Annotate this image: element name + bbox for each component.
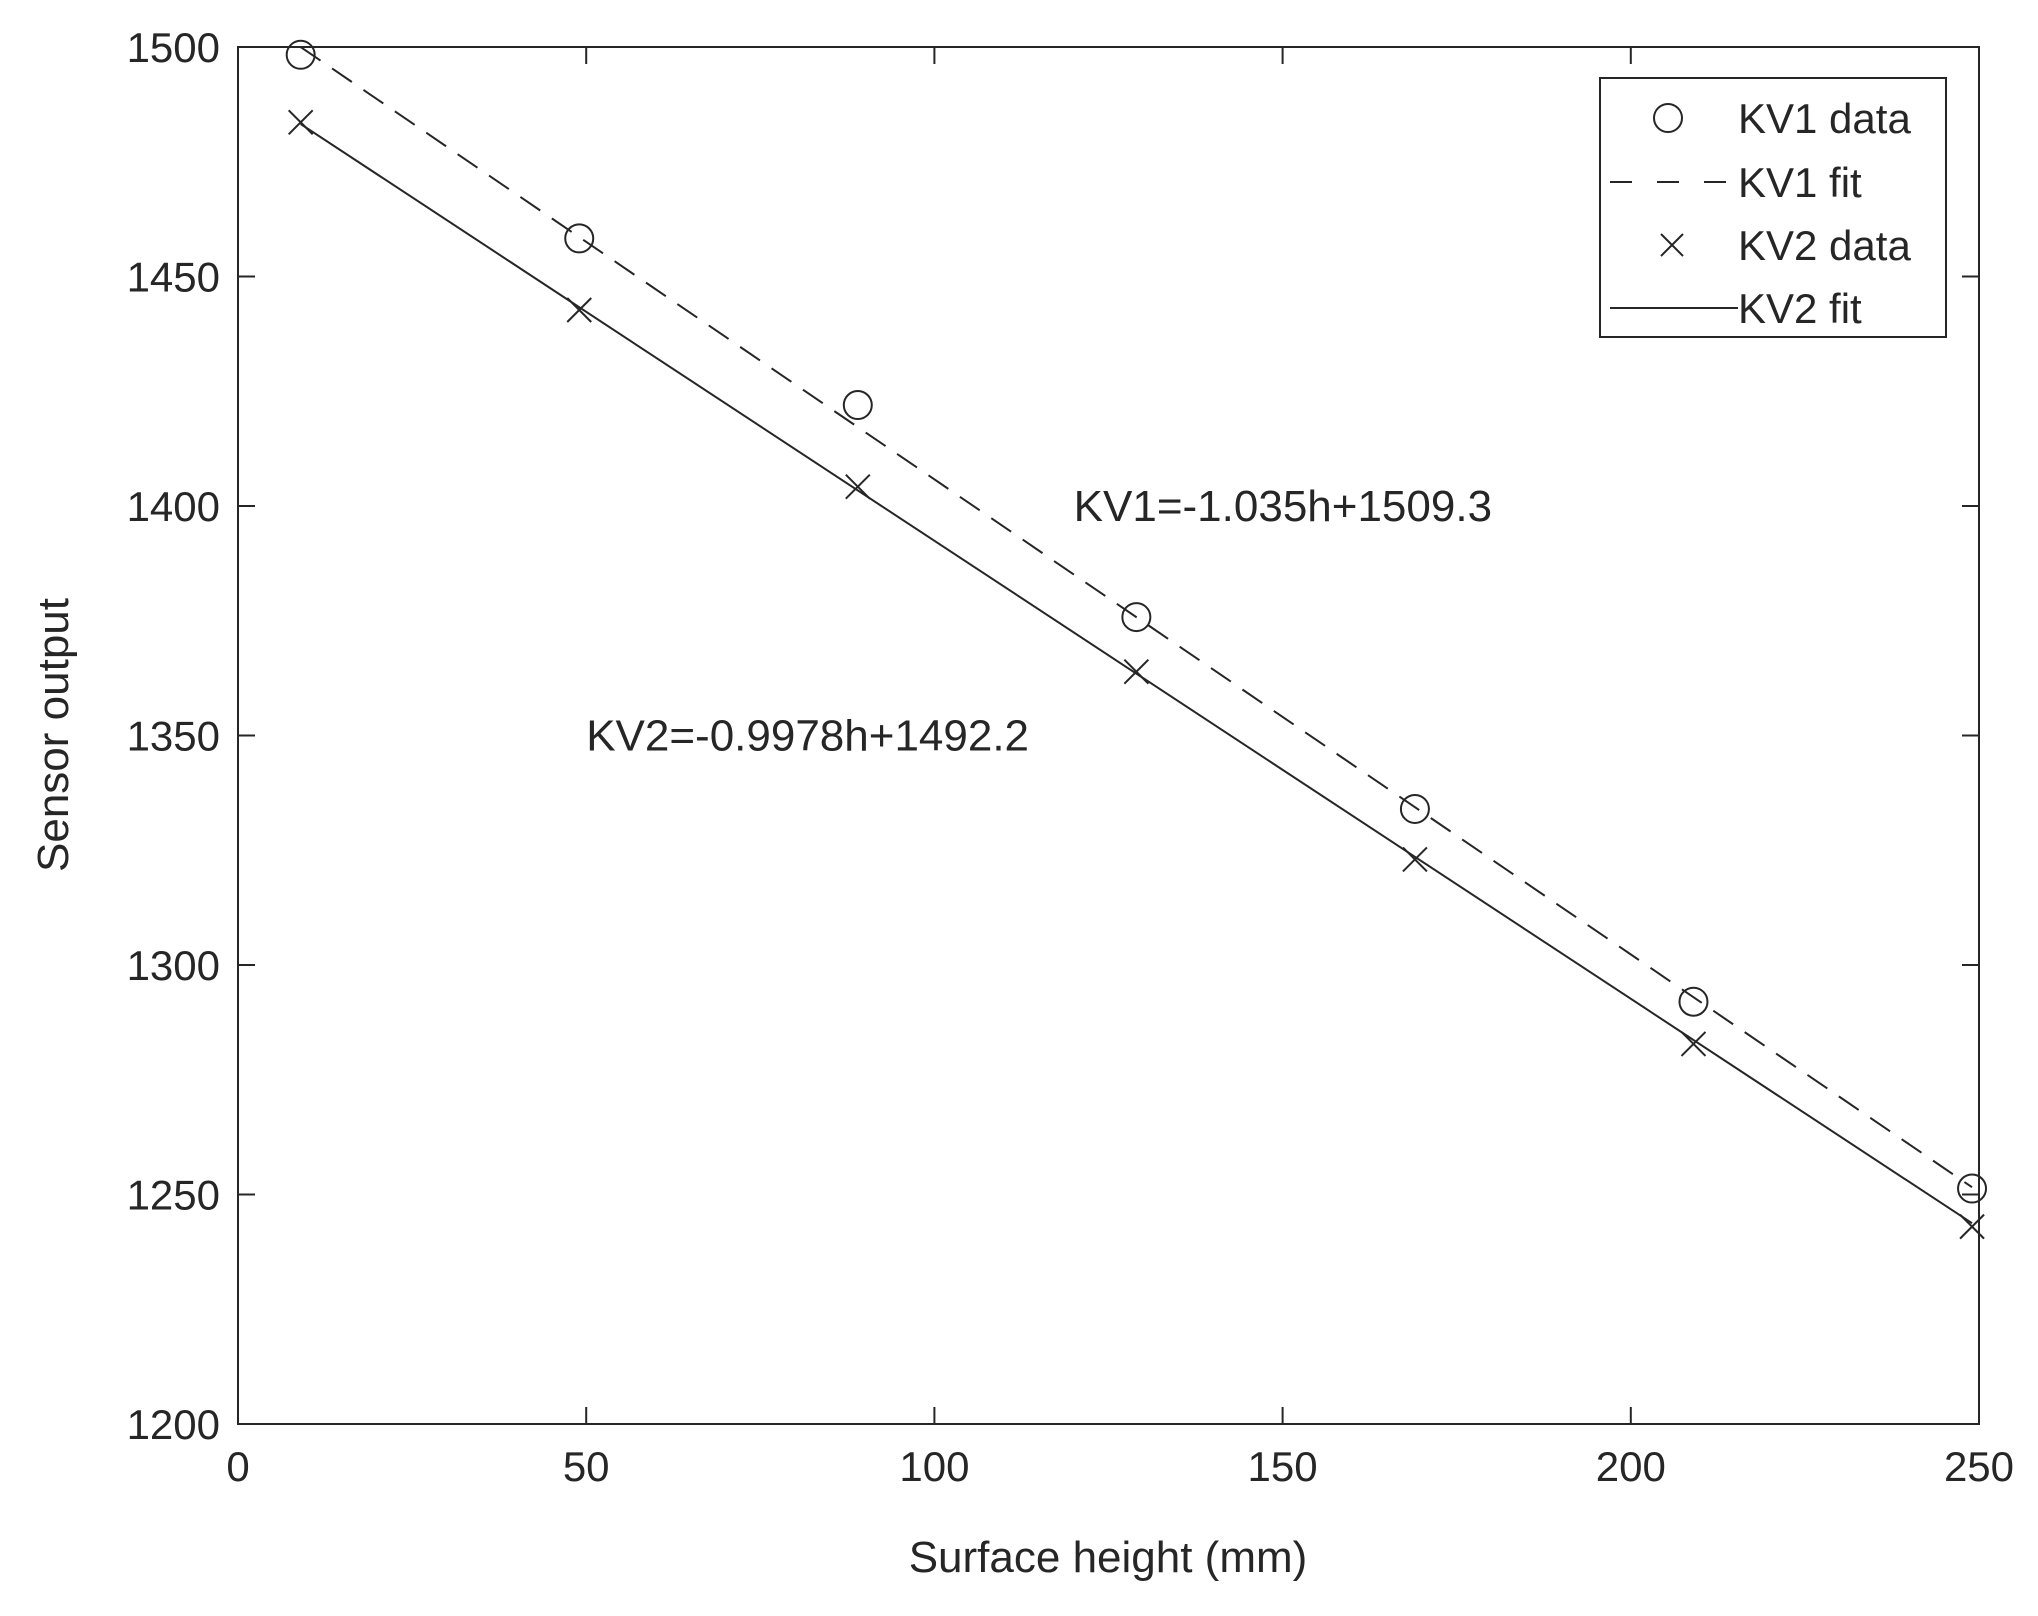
- x-axis-label: Surface height (mm): [909, 1533, 1308, 1582]
- x-marker-stroke: [845, 474, 871, 500]
- y-tick-label: 1250: [127, 1172, 220, 1219]
- circle-marker: [1653, 103, 1683, 133]
- x-tick-label: 50: [563, 1443, 610, 1490]
- legend: KV1 data KV1 fit KV2 data KV2 fit: [1599, 77, 1947, 338]
- x-marker-stroke: [1402, 846, 1428, 873]
- circle-marker: [564, 223, 595, 254]
- y-tick-label: 1400: [127, 483, 220, 530]
- equation-annotation: KV2=-0.9978h+1492.2: [586, 712, 1029, 761]
- legend-label: KV1 fit: [1738, 159, 1862, 206]
- x-marker: [1680, 1031, 1707, 1057]
- x-marker-stroke: [1959, 1213, 1985, 1240]
- circle-marker: [1678, 986, 1709, 1017]
- x-marker-stroke: [287, 109, 314, 135]
- circle-marker: [1121, 602, 1152, 633]
- y-tick-label: 1450: [127, 254, 220, 301]
- kv2-fit-line: [300, 123, 1973, 1225]
- x-marker-stroke: [1123, 658, 1150, 685]
- legend-label: KV2 fit: [1738, 285, 1862, 332]
- x-tick-label: 100: [899, 1443, 969, 1490]
- x-marker-stroke: [566, 297, 592, 323]
- x-tick-label: 200: [1596, 1443, 1666, 1490]
- kv1-fit-line: [300, 46, 1973, 1189]
- y-tick-label: 1300: [127, 942, 220, 989]
- legend-box: [1599, 77, 1947, 338]
- x-tick-label: 250: [1944, 1443, 2014, 1490]
- y-tick-label: 1350: [127, 713, 220, 760]
- y-tick-label: 1500: [127, 24, 220, 71]
- circle-marker: [1399, 793, 1430, 824]
- x-marker: [1660, 233, 1684, 257]
- legend-label: KV1 data: [1738, 95, 1911, 142]
- x-tick-label: 0: [226, 1443, 249, 1490]
- x-marker-stroke: [1660, 233, 1684, 257]
- legend-label: KV2 data: [1738, 222, 1911, 269]
- circle-marker: [1957, 1173, 1988, 1204]
- x-marker-stroke: [1680, 1031, 1707, 1057]
- x-tick-label: 150: [1248, 1443, 1318, 1490]
- circle-marker: [285, 39, 316, 70]
- y-tick-label: 1200: [127, 1401, 220, 1448]
- y-axis-label: Sensor output: [29, 598, 78, 872]
- equation-annotation: KV1=-1.035h+1509.3: [1074, 482, 1492, 531]
- circle-marker: [842, 390, 873, 421]
